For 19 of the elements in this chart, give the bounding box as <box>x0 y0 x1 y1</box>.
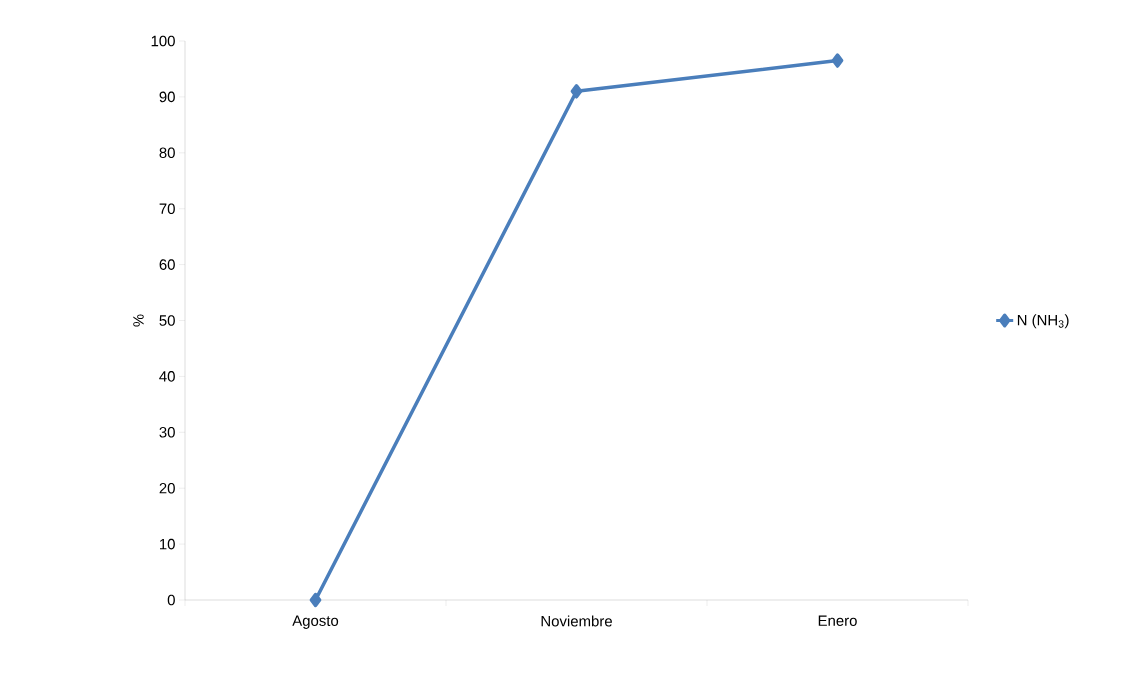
legend-label: N (NH$_{3}$) <box>1017 314 1069 329</box>
x-tick-label: Enero <box>818 615 857 626</box>
y-tick-label: 30 <box>159 427 175 438</box>
y-tick-label: 90 <box>159 91 175 103</box>
y-tick-label: 80 <box>159 147 175 159</box>
y-axis-title: % <box>133 314 144 327</box>
y-tick-label: 50 <box>159 315 175 326</box>
y-tick-label: 100 <box>151 35 175 47</box>
y-tick-label: 10 <box>160 538 175 550</box>
y-tick-label: 0 <box>167 594 175 606</box>
x-tick-label: Noviembre <box>541 615 612 627</box>
y-tick-label: 40 <box>159 371 175 382</box>
point <box>309 592 322 608</box>
y-tick-label: 70 <box>159 203 175 214</box>
point <box>570 84 583 99</box>
y-tick-label: 60 <box>159 259 175 270</box>
y-tick-label: 20 <box>159 482 175 494</box>
point <box>831 53 844 68</box>
x-tick-label: Agosto <box>292 615 339 629</box>
